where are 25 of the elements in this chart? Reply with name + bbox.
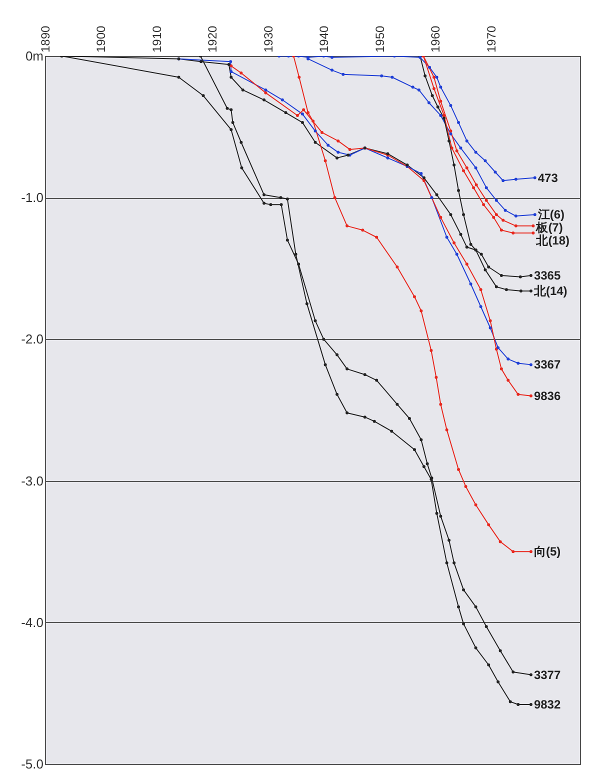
x-tick-label: 1970 [484, 25, 498, 52]
x-tick-label: 1900 [94, 25, 108, 52]
series-label: 江(6) [536, 208, 565, 222]
series-label: 北(14) [532, 284, 568, 298]
series-label: 向(5) [534, 544, 561, 559]
series-label: 板(7) [535, 220, 563, 235]
series-label: 3377 [534, 668, 561, 682]
series-label: 北(18) [535, 234, 570, 248]
x-tick-label: 1940 [317, 25, 332, 52]
series-label: 3365 [534, 268, 561, 282]
x-tick-label: 1920 [206, 25, 220, 52]
x-tick-label: 1950 [372, 25, 387, 52]
y-tick-label: -1.0 [21, 190, 44, 206]
y-tick-label: -3.0 [21, 473, 44, 488]
series-label: 473 [538, 170, 558, 185]
series-label: 9836 [534, 388, 561, 403]
y-tick-label: -5.0 [21, 756, 44, 772]
x-tick-label: 1910 [150, 25, 164, 52]
x-tick-label: 1960 [428, 25, 443, 52]
y-tick-label: -4.0 [21, 614, 44, 630]
x-tick-label: 1890 [38, 25, 52, 52]
series-label: 3367 [534, 358, 561, 372]
x-tick-label: 1930 [261, 25, 276, 52]
series-label: 9832 [534, 698, 561, 712]
y-tick-label: -2.0 [21, 332, 44, 347]
